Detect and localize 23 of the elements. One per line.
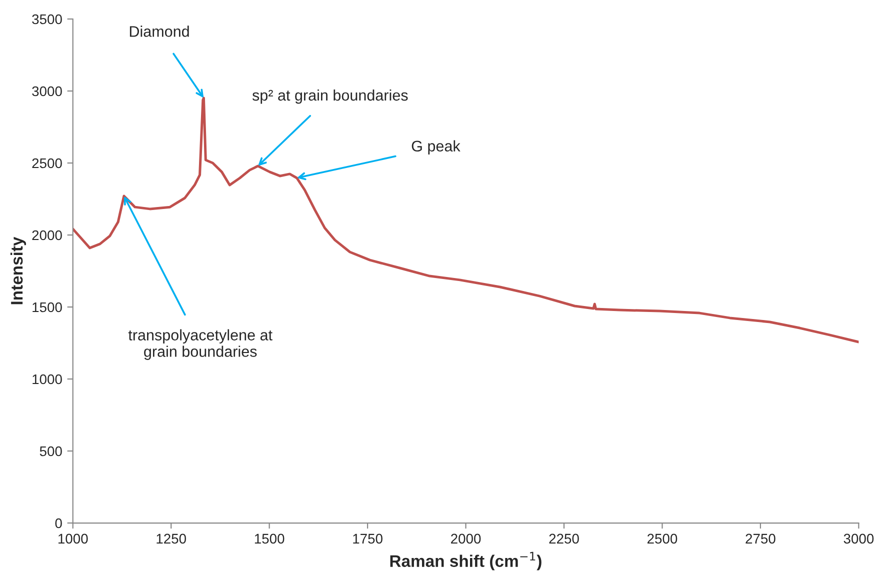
- y-axis-title: Intensity: [10, 236, 26, 304]
- annotation: G peak: [412, 140, 460, 155]
- x-tick-label: 1250: [156, 534, 186, 544]
- x-axis-title: Raman shift (cm$^{−1}$): [390, 552, 542, 570]
- x-tick-label: 2750: [746, 534, 776, 544]
- annotation: transpolyacetylene at grain boundaries: [128, 329, 272, 360]
- x-tick-label: 2500: [647, 534, 678, 544]
- annotation: Diamond: [130, 26, 189, 37]
- x-tick-label: 3000: [844, 534, 874, 544]
- y-tick-label: 1000: [32, 374, 62, 384]
- x-tick-label: 2250: [549, 534, 579, 544]
- y-tick-label: 3000: [32, 86, 62, 96]
- y-tick-label: 2000: [32, 230, 62, 240]
- x-tick-label: 2000: [451, 534, 481, 544]
- x-tick-label: 1750: [353, 534, 382, 544]
- annotation: sp² at grain boundaries: [252, 89, 408, 104]
- y-tick-label: 500: [40, 446, 62, 456]
- y-tick-label: 3500: [32, 14, 62, 24]
- y-tick-label: 2500: [32, 158, 62, 168]
- x-tick-label: 1500: [254, 534, 284, 544]
- x-tick-label: 1000: [58, 534, 88, 544]
- y-tick-label: 0: [55, 518, 62, 528]
- y-tick-label: 1500: [32, 302, 62, 312]
